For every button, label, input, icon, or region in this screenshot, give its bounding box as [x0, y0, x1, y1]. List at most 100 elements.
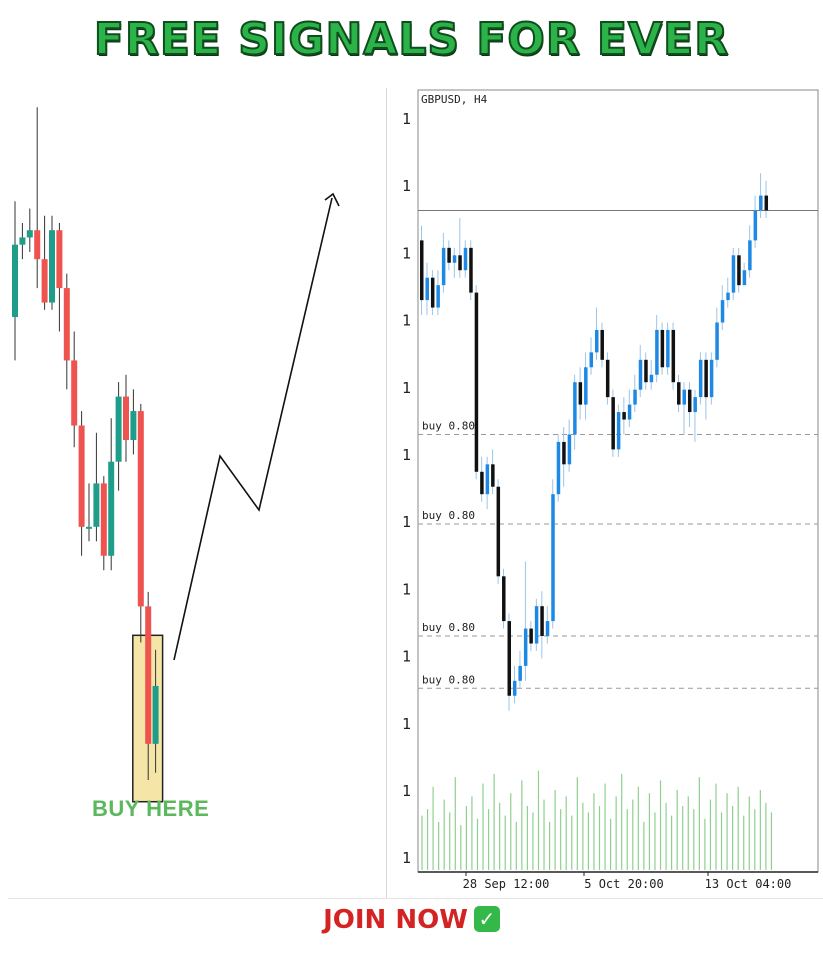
candle-body [731, 255, 736, 293]
candle-body [502, 576, 506, 622]
candle-body [649, 374, 654, 383]
candle-body [12, 244, 18, 318]
y-tick-label: 1 [402, 312, 411, 330]
candle-body [93, 483, 100, 527]
gbpusd-h4-chart: GBPUSD, H4 1 1 1 1 1 1 1 1 1 1 1 1 buy 0.80 buy 0.80 bu… [402, 89, 819, 891]
candle-body [660, 329, 665, 368]
candle-body [123, 396, 129, 440]
candle-body [441, 247, 446, 286]
page-title: FREE SIGNALS FOR EVER [93, 13, 730, 66]
candle-body [152, 685, 159, 744]
x-tick-label: 28 Sep 12:00 [463, 877, 550, 891]
candle-body [584, 367, 588, 405]
candle-body [638, 359, 643, 390]
buy-order-label: buy 0.80 [422, 419, 475, 432]
candle-body [430, 277, 435, 308]
x-tick-label: 5 Oct 20:00 [584, 877, 663, 891]
candle-body [595, 329, 599, 353]
candle-body [78, 425, 85, 527]
candle-body [573, 382, 577, 435]
bottom-divider [8, 898, 823, 899]
buy-order-label: buy 0.80 [422, 509, 475, 522]
candle-body [145, 606, 152, 744]
candle-body [715, 322, 719, 360]
candle-body [671, 329, 676, 383]
candle-body [589, 352, 594, 368]
candle-body [551, 494, 555, 622]
candle-body [463, 247, 468, 271]
candle-body [540, 606, 544, 637]
candle-body [709, 359, 714, 398]
candle-body [485, 464, 490, 495]
candle-body [693, 397, 697, 413]
candle-body [748, 240, 752, 271]
chart-frame [417, 89, 819, 873]
candle-body [507, 621, 511, 696]
y-tick-label: 1 [402, 715, 411, 733]
panel-divider [386, 88, 387, 898]
candle-body [491, 464, 495, 487]
candle-body [523, 628, 528, 666]
y-tick-label: 1 [402, 648, 411, 666]
candle-body [436, 285, 440, 308]
candle-body [622, 412, 626, 420]
y-tick-label: 1 [402, 782, 411, 800]
arrow-head-icon [324, 192, 340, 207]
candle-body [425, 277, 429, 301]
candle-body [562, 441, 566, 465]
y-tick-label: 1 [402, 446, 411, 464]
candle-body [518, 665, 522, 681]
join-now-cta[interactable]: JOIN NOW ✓ [0, 905, 823, 935]
candle-body [616, 412, 621, 450]
candle-body [704, 359, 708, 398]
y-tick-label: 1 [402, 244, 411, 262]
projection-arrow [173, 197, 333, 661]
candle-body [687, 389, 692, 413]
candle-body [86, 526, 92, 529]
candle-body [512, 680, 517, 696]
candle-body [633, 389, 637, 405]
candle-body [567, 434, 572, 465]
candle-body [71, 360, 78, 426]
buy-order-label: buy 0.80 [422, 673, 475, 686]
candle-body [534, 606, 539, 644]
candle-body [698, 359, 703, 398]
candle-body [458, 255, 462, 271]
y-tick-label: 1 [402, 379, 411, 397]
left-candlestick-chart [12, 107, 340, 803]
candle-body [56, 230, 63, 289]
candle-body [469, 247, 473, 293]
candle-body [726, 292, 730, 301]
candle-body [49, 230, 55, 303]
candle-body [100, 483, 107, 556]
candle-body [474, 292, 479, 472]
candle-body [137, 411, 144, 607]
y-tick-label: 1 [402, 513, 411, 531]
candle-body [759, 195, 763, 211]
y-tick-label: 1 [402, 580, 411, 598]
candle-body [556, 441, 561, 495]
candle-body [545, 621, 550, 637]
candle-body [627, 404, 632, 420]
candle-body [742, 270, 747, 286]
candle-body [420, 240, 424, 301]
candle-body [34, 230, 41, 260]
candle-body [447, 247, 451, 263]
candle-body [611, 397, 615, 450]
candle-body [115, 396, 122, 462]
candle-body [529, 628, 533, 644]
y-tick-label: 1 [402, 177, 411, 195]
candle-body [682, 389, 686, 405]
buy-here-label: BUY HERE [92, 796, 210, 821]
candle-body [19, 237, 26, 245]
candle-body [600, 329, 604, 360]
candle-body [666, 329, 670, 368]
candle-body [130, 411, 137, 440]
candle-body [644, 359, 648, 383]
candle-body [26, 230, 33, 238]
x-tick-label: 13 Oct 04:00 [705, 877, 792, 891]
candle-body [737, 255, 741, 286]
candle-body [655, 329, 659, 375]
y-tick-label: 1 [402, 849, 411, 867]
candle-body [605, 359, 610, 398]
